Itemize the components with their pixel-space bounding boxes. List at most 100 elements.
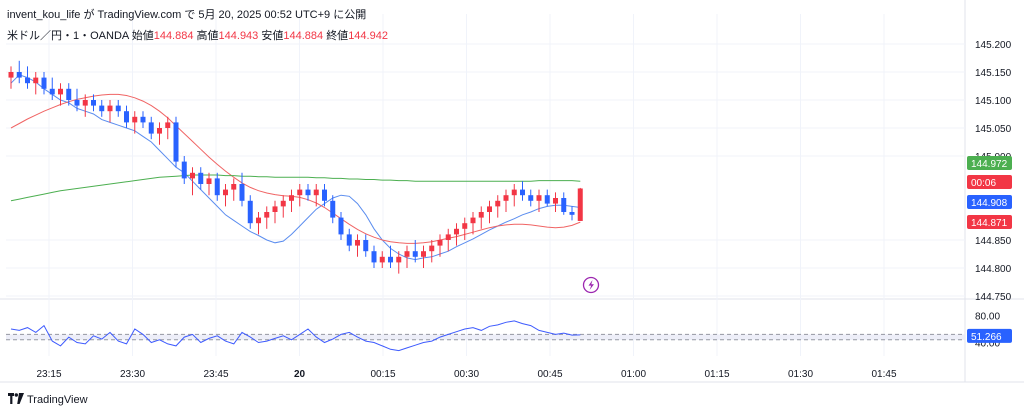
candle[interactable] xyxy=(280,195,286,218)
candle[interactable] xyxy=(470,212,476,235)
candle[interactable] xyxy=(363,234,369,257)
moving-averages xyxy=(10,74,581,261)
candle[interactable] xyxy=(553,192,558,212)
candle-body xyxy=(478,212,484,218)
candle-body xyxy=(25,77,30,84)
candle[interactable] xyxy=(214,172,220,201)
candle[interactable] xyxy=(239,172,245,207)
candle[interactable] xyxy=(520,181,525,201)
candle[interactable] xyxy=(272,200,278,224)
candle[interactable] xyxy=(264,206,270,229)
candle-body xyxy=(421,251,426,257)
low-label: 安値 xyxy=(261,30,284,42)
candle-body xyxy=(165,122,171,128)
candle-body xyxy=(148,122,154,134)
candle[interactable] xyxy=(49,77,55,100)
price-badge-bg xyxy=(967,195,1012,209)
candle[interactable] xyxy=(231,178,237,201)
candle[interactable] xyxy=(148,116,154,140)
candle-body xyxy=(132,116,138,123)
candle[interactable] xyxy=(140,111,146,128)
candle[interactable] xyxy=(107,100,113,123)
candle[interactable] xyxy=(487,200,492,224)
candle[interactable] xyxy=(157,122,162,145)
candle[interactable] xyxy=(82,94,88,117)
candles[interactable] xyxy=(8,60,583,274)
tradingview-logo[interactable]: TradingView xyxy=(8,393,88,406)
candle[interactable] xyxy=(412,240,418,263)
candle[interactable] xyxy=(66,83,72,106)
candle[interactable] xyxy=(577,187,583,221)
low-value: 144.884 xyxy=(283,30,324,42)
candle-body xyxy=(511,189,517,196)
candle-body xyxy=(313,189,319,196)
candle[interactable] xyxy=(454,223,459,246)
lightning-icon[interactable] xyxy=(582,276,600,294)
candle[interactable] xyxy=(511,184,517,207)
candle[interactable] xyxy=(115,100,121,117)
candle-body xyxy=(322,189,327,201)
candle[interactable] xyxy=(99,100,105,117)
candle[interactable] xyxy=(330,195,336,224)
candle[interactable] xyxy=(223,184,228,207)
candle[interactable] xyxy=(528,189,534,207)
candle[interactable] xyxy=(132,111,138,134)
candle[interactable] xyxy=(256,212,261,235)
candle[interactable] xyxy=(16,60,22,84)
candle[interactable] xyxy=(181,156,187,184)
candle[interactable] xyxy=(322,184,327,207)
candle[interactable] xyxy=(206,172,212,196)
candle[interactable] xyxy=(58,83,63,106)
candle[interactable] xyxy=(396,251,402,274)
open-label: 始値 xyxy=(131,30,154,42)
price-badge-label: 00:06 xyxy=(971,178,996,189)
candle[interactable] xyxy=(247,195,253,229)
candle[interactable] xyxy=(33,72,39,95)
candle[interactable] xyxy=(305,184,311,201)
candle[interactable] xyxy=(429,240,435,263)
candle[interactable] xyxy=(445,228,451,252)
candle[interactable] xyxy=(404,245,410,268)
candle[interactable] xyxy=(503,189,509,212)
candle[interactable] xyxy=(355,234,360,257)
candle[interactable] xyxy=(437,234,443,257)
open-value: 144.884 xyxy=(153,30,194,42)
candle[interactable] xyxy=(561,192,567,215)
candle[interactable] xyxy=(41,72,47,95)
price-tick-label: 145.150 xyxy=(975,68,1012,79)
candle[interactable] xyxy=(198,167,204,190)
candle[interactable] xyxy=(388,245,393,268)
candle[interactable] xyxy=(91,94,96,112)
symbol-label[interactable]: 米ドル／円・1・OANDA xyxy=(7,30,129,42)
candle[interactable] xyxy=(313,184,319,207)
candle[interactable] xyxy=(338,212,344,240)
candle-body xyxy=(223,189,228,196)
candle[interactable] xyxy=(25,66,30,89)
candle[interactable] xyxy=(8,66,14,89)
candle[interactable] xyxy=(371,245,377,268)
candle[interactable] xyxy=(478,206,484,229)
candle-body xyxy=(264,212,270,218)
candle[interactable] xyxy=(421,245,426,268)
time-tick-label: 00:45 xyxy=(537,369,562,380)
publish-caption: invent_kou_life が TradingView.com で 5月 2… xyxy=(7,9,367,21)
time-tick-label: 20 xyxy=(294,369,306,380)
candle[interactable] xyxy=(297,184,303,207)
candle[interactable] xyxy=(190,167,195,196)
candle[interactable] xyxy=(74,88,80,112)
candle[interactable] xyxy=(379,251,385,268)
candle[interactable] xyxy=(124,105,129,128)
candle[interactable] xyxy=(495,195,501,218)
candle[interactable] xyxy=(569,206,575,221)
candle[interactable] xyxy=(173,116,179,168)
candle[interactable] xyxy=(536,189,542,212)
candle[interactable] xyxy=(462,217,468,240)
candle[interactable] xyxy=(346,228,352,252)
candle[interactable] xyxy=(544,189,550,207)
candle[interactable] xyxy=(289,189,294,212)
candle-body xyxy=(181,161,187,179)
candle-body xyxy=(49,88,55,95)
time-tick-label: 01:45 xyxy=(871,369,896,380)
candle[interactable] xyxy=(165,116,171,140)
